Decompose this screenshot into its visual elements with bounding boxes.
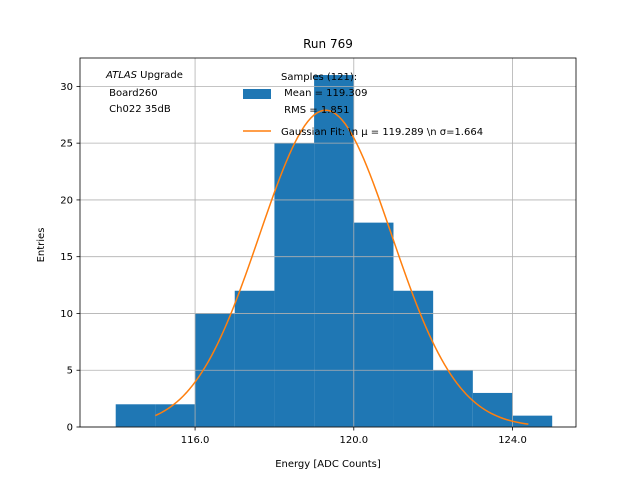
annotation-atlas: ATLAS bbox=[105, 70, 138, 81]
fit-curve-line bbox=[155, 109, 529, 425]
axes-frame bbox=[79, 57, 577, 428]
histogram-bar bbox=[234, 290, 275, 427]
y-tick-label: 25 bbox=[60, 139, 73, 150]
legend-samples-line-3: RMS = 1.851 bbox=[281, 105, 349, 116]
histogram-bar bbox=[393, 290, 434, 427]
histogram-bar bbox=[155, 404, 196, 427]
legend-histogram-swatch bbox=[243, 89, 271, 99]
histogram-bar bbox=[433, 370, 473, 427]
y-axis-ticks: 0 5 10 15 20 25 30 bbox=[60, 82, 80, 434]
x-tick-label: 124.0 bbox=[498, 435, 527, 446]
y-tick-label: 15 bbox=[60, 252, 73, 263]
legend-samples-line-1: Samples (121): bbox=[281, 72, 357, 83]
x-axis-ticks: 116.0 120.0 124.0 bbox=[181, 427, 527, 446]
annotation-board: Board260 bbox=[106, 88, 158, 99]
histogram-bar bbox=[472, 392, 513, 427]
y-axis-label: Entries bbox=[36, 228, 47, 263]
gaussian-fit bbox=[155, 109, 529, 425]
annotation-line-1: ATLAS Upgrade bbox=[105, 70, 183, 81]
y-tick-label: 5 bbox=[67, 366, 73, 377]
x-tick-label: 116.0 bbox=[181, 435, 210, 446]
histogram-bar bbox=[314, 75, 354, 428]
x-tick-label: 120.0 bbox=[339, 435, 368, 446]
annotation-channel: Ch022 35dB bbox=[106, 104, 171, 115]
legend-fit-label: Gaussian Fit: \n μ = 119.289 \n σ=1.664 bbox=[281, 127, 483, 138]
y-tick-label: 0 bbox=[67, 423, 73, 434]
histogram-bar bbox=[353, 222, 394, 427]
histogram-bar bbox=[512, 415, 553, 427]
y-tick-label: 10 bbox=[60, 309, 73, 320]
y-tick-label: 20 bbox=[60, 195, 73, 206]
y-tick-label: 30 bbox=[60, 82, 73, 93]
histogram-bar bbox=[274, 143, 315, 427]
legend: Samples (121): Mean = 119.309 RMS = 1.85… bbox=[243, 72, 483, 138]
annotation-upgrade: Upgrade bbox=[137, 70, 183, 81]
chart-title: Run 769 bbox=[303, 37, 353, 51]
histogram-bar bbox=[115, 404, 156, 427]
atlas-annotation: ATLAS Upgrade Board260 Ch022 35dB bbox=[105, 70, 183, 115]
x-axis-label: Energy [ADC Counts] bbox=[275, 459, 381, 470]
legend-samples-line-2: Mean = 119.309 bbox=[281, 88, 368, 99]
grid-lines bbox=[80, 58, 576, 428]
